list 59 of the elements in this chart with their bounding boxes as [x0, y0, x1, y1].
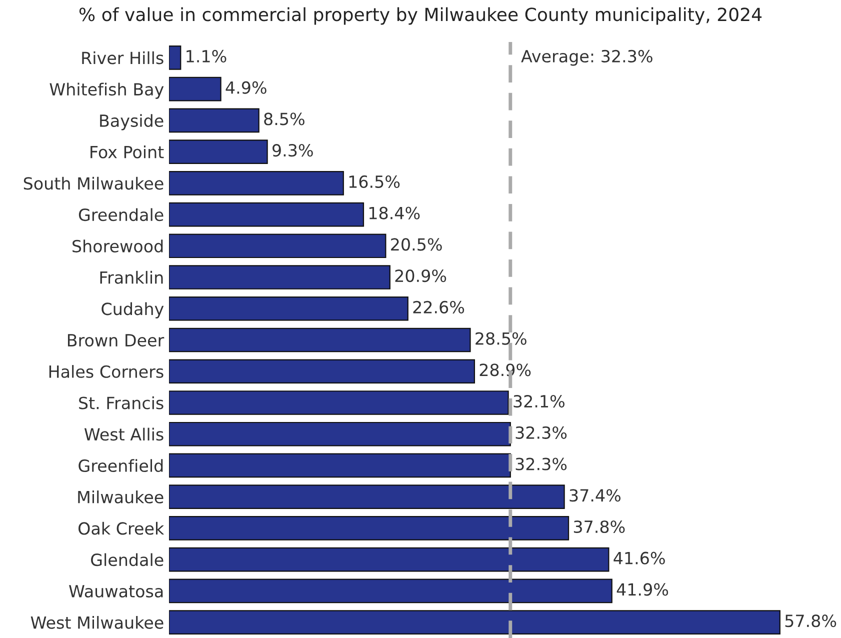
data-label: 22.6%	[413, 300, 464, 314]
data-label: 9.3%	[272, 144, 313, 157]
data-label: 4.9%	[226, 81, 266, 94]
data-label: 32.3%	[516, 426, 567, 439]
y-tick-label: St. Francis	[79, 396, 164, 410]
bar	[169, 76, 222, 102]
bar	[169, 234, 386, 258]
data-label: 28.5%	[476, 332, 526, 345]
bar	[169, 46, 182, 70]
data-label: 20.5%	[391, 238, 442, 251]
data-label: 32.3%	[516, 458, 567, 470]
y-tick-label: Brown Deer	[68, 334, 164, 347]
y-tick-label: West Allis	[84, 428, 164, 441]
bar	[169, 516, 570, 540]
y-tick-label: Oak Creek	[78, 522, 164, 535]
bar	[169, 422, 511, 446]
data-label: 16.5%	[349, 175, 400, 188]
data-label: 1.1%	[186, 50, 226, 63]
bar	[169, 453, 511, 478]
data-label: 8.5%	[264, 112, 304, 126]
y-tick-label: Shorewood	[72, 240, 163, 252]
bar	[169, 578, 612, 604]
data-label: 41.6%	[614, 552, 665, 564]
data-label: 37.4%	[570, 489, 620, 502]
data-label: 32.1%	[514, 394, 564, 408]
bar	[169, 359, 476, 384]
bar	[169, 202, 364, 227]
bar	[169, 108, 260, 133]
y-tick-label: South Milwaukee	[24, 176, 164, 190]
data-label: 57.8%	[785, 614, 836, 628]
y-tick-label: Franklin	[100, 270, 163, 284]
bar	[169, 328, 471, 352]
y-tick-label: Cudahy	[102, 302, 164, 318]
y-tick-label: Wauwatosa	[69, 585, 163, 598]
bar	[169, 170, 344, 196]
y-tick-label: Milwaukee	[78, 490, 164, 504]
chart-title: % of value in commercial property by Milwaukee County municipality, 2024	[79, 7, 762, 25]
y-tick-label: Hales Corners	[49, 365, 164, 378]
bar	[169, 265, 390, 290]
y-tick-label: River Hills	[82, 51, 164, 64]
bar	[169, 610, 780, 634]
y-tick-label: Glendale	[91, 553, 164, 566]
bar	[169, 547, 610, 572]
data-label: 28.9%	[480, 364, 531, 376]
y-tick-label: Greenfield	[78, 459, 163, 472]
data-label: 20.9%	[395, 269, 446, 282]
y-tick-label: Whitefish Bay	[50, 82, 164, 99]
y-tick-label: Bayside	[100, 114, 164, 130]
data-label: 41.9%	[616, 583, 668, 596]
ref-line-label: Average: 32.3%	[521, 50, 652, 66]
bar	[169, 140, 268, 164]
data-label: 37.8%	[574, 520, 625, 534]
bar	[169, 390, 509, 415]
bar	[169, 484, 565, 510]
data-label: 18.4%	[369, 206, 420, 220]
y-tick-label: West Milwaukee	[30, 616, 164, 629]
y-tick-label: Greendale	[78, 208, 164, 222]
bar	[169, 296, 408, 321]
y-tick-label: Fox Point	[90, 145, 164, 158]
